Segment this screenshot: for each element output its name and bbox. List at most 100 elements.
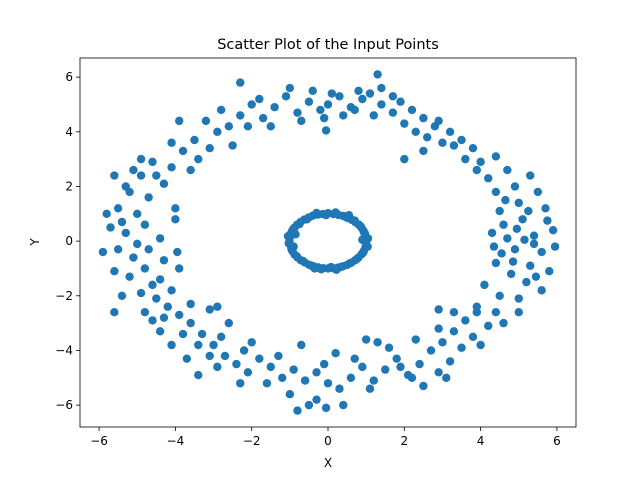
- scatter-point: [216, 332, 226, 341]
- scatter-point: [182, 354, 192, 363]
- scatter-point: [369, 111, 378, 120]
- scatter-point: [369, 376, 378, 385]
- scatter-point: [258, 113, 268, 123]
- scatter-point: [283, 232, 293, 241]
- scatter-point: [194, 370, 203, 380]
- scatter-point: [113, 204, 123, 213]
- scatter-point: [419, 381, 428, 391]
- scatter-point: [400, 154, 409, 164]
- scatter-point: [299, 256, 308, 266]
- scatter-point: [125, 272, 134, 281]
- y-tick-label: 0: [65, 234, 73, 248]
- scatter-point: [175, 116, 184, 126]
- scatter-point: [543, 216, 552, 225]
- scatter-point: [531, 272, 541, 281]
- scatter-point: [419, 113, 428, 123]
- scatter-point: [247, 338, 256, 347]
- scatter-point: [339, 400, 348, 410]
- scatter-point: [171, 204, 180, 213]
- scatter-point: [194, 340, 203, 350]
- scatter-point: [216, 105, 226, 115]
- scatter-point: [434, 305, 443, 314]
- scatter-point: [400, 119, 409, 128]
- scatter-point: [186, 318, 195, 328]
- scatter-point: [213, 127, 222, 136]
- scatter-point: [304, 400, 314, 410]
- scatter-point: [438, 138, 447, 147]
- scatter-point: [449, 327, 459, 336]
- scatter-point: [524, 206, 533, 216]
- scatter-point: [480, 280, 489, 290]
- scatter-point: [205, 144, 214, 153]
- scatter-point: [167, 286, 176, 295]
- scatter-point: [331, 208, 340, 217]
- scatter-point: [526, 171, 535, 180]
- scatter-point: [292, 251, 301, 261]
- scatter-point: [236, 78, 245, 87]
- scatter-point: [445, 127, 455, 136]
- scatter-point: [121, 182, 130, 191]
- scatter-point: [167, 138, 176, 147]
- scatter-point: [411, 335, 420, 344]
- scatter-point: [499, 318, 508, 328]
- scatter-point: [541, 204, 550, 213]
- scatter-point: [323, 100, 333, 109]
- scatter-point: [491, 152, 501, 161]
- scatter-point: [407, 105, 417, 115]
- scatter-point: [136, 154, 146, 164]
- scatter-point: [236, 111, 245, 120]
- scatter-point: [312, 395, 321, 404]
- scatter-point: [293, 406, 302, 415]
- scatter-point: [529, 231, 539, 240]
- scatter-point: [350, 105, 359, 115]
- scatter-point: [434, 324, 443, 333]
- scatter-point: [358, 362, 367, 372]
- scatter-point: [319, 359, 329, 369]
- scatter-point: [503, 165, 512, 175]
- scatter-point: [363, 242, 372, 251]
- scatter-point: [457, 135, 466, 145]
- scatter-point: [316, 265, 326, 274]
- scatter-point: [356, 221, 365, 231]
- scatter-point: [293, 108, 302, 117]
- scatter-point: [173, 247, 182, 257]
- scatter-point: [247, 100, 256, 109]
- points-layer: [98, 70, 560, 415]
- scatter-point: [321, 403, 331, 413]
- scatter-point: [506, 269, 516, 279]
- scatter-point: [476, 340, 485, 350]
- scatter-point: [461, 316, 470, 325]
- scatter-point: [537, 247, 546, 257]
- x-axis-title: X: [324, 456, 332, 470]
- scatter-point: [354, 86, 363, 96]
- scatter-point: [514, 198, 523, 208]
- scatter-point: [396, 97, 405, 106]
- scatter-point: [360, 228, 369, 238]
- scatter-point: [520, 235, 529, 244]
- scatter-point: [291, 230, 300, 239]
- y-axis-ticks: −6 −4 −2 0 2 4 6: [55, 70, 80, 412]
- scatter-point: [491, 258, 501, 268]
- scatter-point: [220, 351, 230, 361]
- scatter-point: [332, 265, 341, 275]
- scatter-point: [550, 242, 560, 251]
- scatter-point: [148, 280, 157, 290]
- scatter-point: [159, 256, 169, 265]
- scatter-point: [255, 354, 264, 363]
- scatter-point: [472, 308, 481, 317]
- scatter-point: [426, 346, 436, 355]
- scatter-point: [106, 223, 115, 232]
- scatter-point: [319, 113, 329, 123]
- scatter-point: [512, 224, 522, 234]
- x-tick-label: 4: [477, 434, 485, 448]
- scatter-point: [228, 141, 237, 150]
- scatter-point: [121, 228, 130, 238]
- scatter-point: [497, 249, 506, 258]
- scatter-point: [419, 146, 428, 156]
- scatter-point: [205, 351, 214, 361]
- scatter-point: [155, 327, 165, 336]
- x-tick-label: 6: [553, 434, 561, 448]
- scatter-point: [346, 373, 356, 382]
- scatter-point: [468, 332, 478, 341]
- scatter-point: [148, 316, 157, 325]
